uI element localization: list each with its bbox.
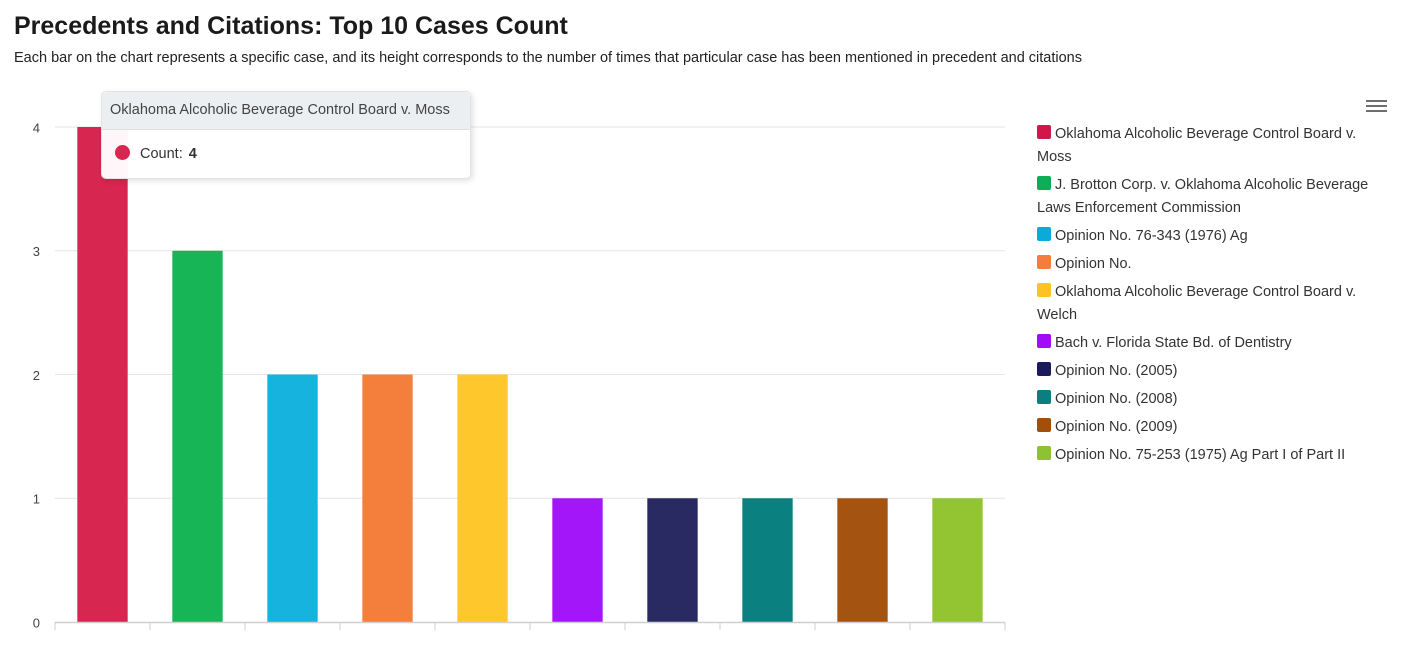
hamburger-menu-icon[interactable] xyxy=(1366,98,1387,114)
bar[interactable] xyxy=(837,498,888,622)
legend-label: Opinion No. xyxy=(1055,256,1132,272)
bar[interactable] xyxy=(457,374,508,623)
legend-item[interactable]: Oklahoma Alcoholic Beverage Control Boar… xyxy=(1037,281,1387,327)
legend-label: Bach v. Florida State Bd. of Dentistry xyxy=(1055,335,1292,351)
legend-item[interactable]: Oklahoma Alcoholic Beverage Control Boar… xyxy=(1037,123,1387,169)
legend-label: Opinion No. 75-253 (1975) Ag Part I of P… xyxy=(1055,447,1346,463)
y-tick-label: 1 xyxy=(33,492,40,507)
legend-swatch xyxy=(1037,283,1051,297)
bar[interactable] xyxy=(362,374,413,623)
bar[interactable] xyxy=(742,498,793,622)
chart-legend: Oklahoma Alcoholic Beverage Control Boar… xyxy=(1037,123,1387,472)
legend-item[interactable]: J. Brotton Corp. v. Oklahoma Alcoholic B… xyxy=(1037,174,1387,220)
legend-label: Opinion No. (2008) xyxy=(1055,391,1178,407)
legend-swatch xyxy=(1037,390,1051,404)
legend-swatch xyxy=(1037,446,1051,460)
legend-swatch xyxy=(1037,334,1051,348)
y-tick-label: 4 xyxy=(33,120,40,135)
legend-swatch xyxy=(1037,125,1051,139)
bar[interactable] xyxy=(647,498,698,622)
y-tick-label: 0 xyxy=(33,615,40,630)
legend-item[interactable]: Opinion No. 75-253 (1975) Ag Part I of P… xyxy=(1037,444,1387,467)
legend-swatch xyxy=(1037,255,1051,269)
legend-label: Oklahoma Alcoholic Beverage Control Boar… xyxy=(1037,284,1357,323)
chart-title: Precedents and Citations: Top 10 Cases C… xyxy=(14,12,568,40)
y-tick-label: 2 xyxy=(33,368,40,383)
legend-swatch xyxy=(1037,227,1051,241)
tooltip-body: Count: 4 xyxy=(102,130,470,178)
tooltip-title: Oklahoma Alcoholic Beverage Control Boar… xyxy=(102,92,470,130)
legend-item[interactable]: Bach v. Florida State Bd. of Dentistry xyxy=(1037,332,1387,355)
legend-swatch xyxy=(1037,418,1051,432)
legend-item[interactable]: Opinion No. xyxy=(1037,253,1387,276)
tooltip-value: 4 xyxy=(188,146,197,162)
bar[interactable] xyxy=(552,498,603,622)
legend-item[interactable]: Opinion No. 76-343 (1976) Ag xyxy=(1037,225,1387,248)
legend-label: J. Brotton Corp. v. Oklahoma Alcoholic B… xyxy=(1037,177,1369,216)
legend-label: Oklahoma Alcoholic Beverage Control Boar… xyxy=(1037,126,1357,165)
legend-swatch xyxy=(1037,176,1051,190)
legend-label: Opinion No. (2009) xyxy=(1055,419,1178,435)
bar[interactable] xyxy=(172,250,223,622)
legend-item[interactable]: Opinion No. (2009) xyxy=(1037,416,1387,439)
bar[interactable] xyxy=(267,374,318,623)
chart-subtitle: Each bar on the chart represents a speci… xyxy=(14,50,1082,66)
y-tick-label: 3 xyxy=(33,244,40,259)
bar[interactable] xyxy=(932,498,983,622)
chart-tooltip: Oklahoma Alcoholic Beverage Control Boar… xyxy=(101,91,471,179)
legend-label: Opinion No. (2005) xyxy=(1055,363,1178,379)
legend-item[interactable]: Opinion No. (2008) xyxy=(1037,388,1387,411)
bar[interactable] xyxy=(77,127,128,622)
legend-swatch xyxy=(1037,362,1051,376)
tooltip-marker-icon xyxy=(115,145,130,160)
legend-label: Opinion No. 76-343 (1976) Ag xyxy=(1055,228,1248,244)
legend-item[interactable]: Opinion No. (2005) xyxy=(1037,360,1387,383)
tooltip-label: Count: xyxy=(140,146,183,162)
